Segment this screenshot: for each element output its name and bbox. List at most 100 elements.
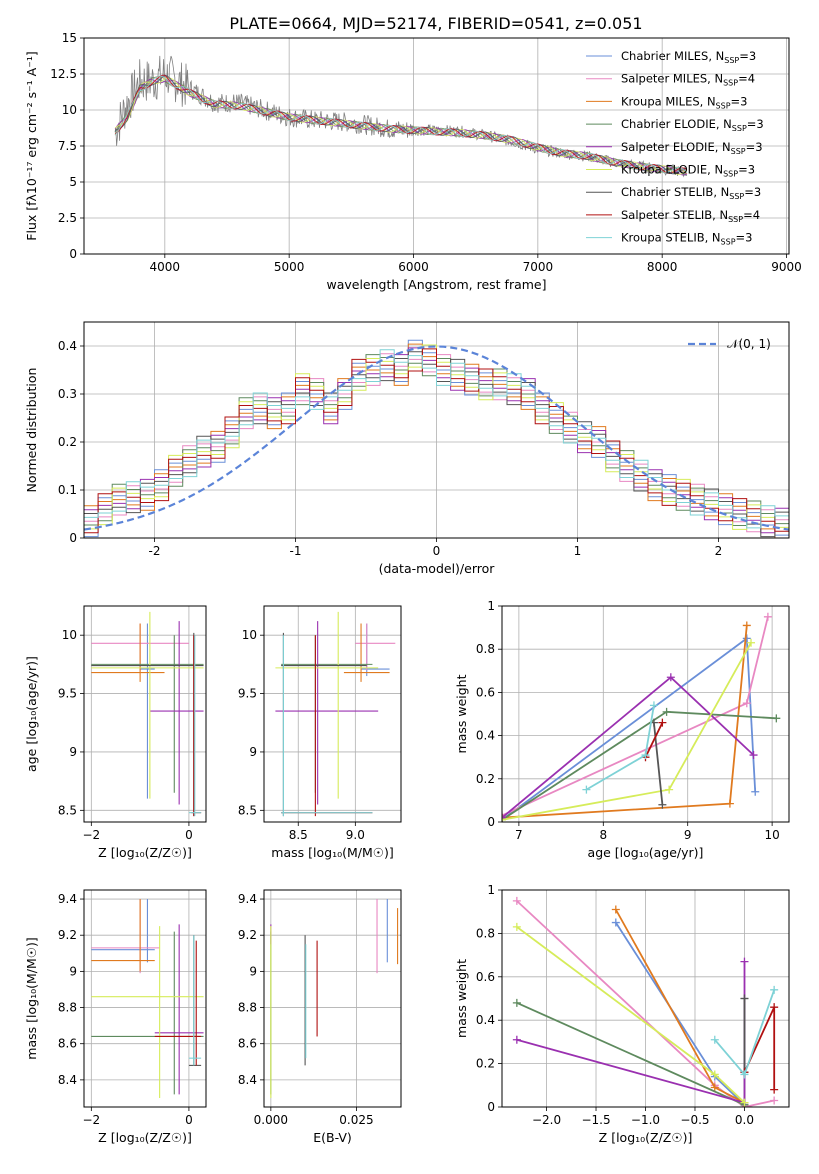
x-tick-label: 8000 — [647, 260, 678, 274]
y-tick-label: 8.6 — [238, 1037, 257, 1051]
legend-count: =3 — [731, 94, 748, 108]
x-axis-label: Z [log₁₀(Z/Z☉)] — [98, 1130, 192, 1145]
plot-area — [512, 896, 779, 1107]
legend-subscript: SSP — [723, 79, 738, 88]
y-tick-label: 9.5 — [238, 687, 257, 701]
y-tick-label: 9 — [69, 745, 77, 759]
mass-weight-marker — [512, 922, 521, 931]
legend-label: Kroupa ELODIE, NSSP=3 — [621, 163, 755, 179]
legend-subscript: SSP — [731, 147, 746, 156]
mass-weight-marker — [502, 813, 506, 822]
x-tick-label: 8.5 — [289, 828, 308, 842]
x-axis-label: (data-model)/error — [379, 561, 496, 576]
y-tick-label: 8.4 — [238, 1073, 257, 1087]
axes-frame — [83, 321, 790, 539]
x-tick-label: -1 — [290, 544, 302, 558]
legend-count: =3 — [736, 231, 753, 245]
y-axis-label: Flux [fλ10⁻¹⁷ erg cm⁻² s⁻¹ A⁻¹] — [24, 51, 39, 240]
y-tick-label: 0.4 — [476, 1013, 495, 1027]
plot-area — [270, 899, 399, 1098]
y-tick-label: 9.2 — [238, 928, 257, 942]
model-spectrum-line — [114, 74, 688, 175]
legend-count: =3 — [747, 117, 764, 131]
mass-weight-line — [743, 1006, 776, 1090]
legend-label: 𝒩(0, 1) — [727, 337, 771, 351]
legend-label: Salpeter STELIB, NSSP=4 — [621, 208, 760, 224]
y-tick-label: 0.8 — [476, 642, 495, 656]
x-tick-label: -2 — [149, 544, 161, 558]
mass-weight-line — [615, 909, 745, 1104]
mass-weight-line — [502, 625, 748, 819]
y-tick-label: 0.2 — [58, 435, 77, 449]
axes-frame — [501, 889, 790, 1108]
panel-mw_age: 7 8 9 10 0 0.2 0.4 0.6 0.8 1 age [log₁₀(age/yr)] ma… — [454, 599, 790, 860]
legend-label: Chabrier MILES, NSSP=3 — [621, 49, 756, 65]
y-tick-label: 10 — [62, 103, 77, 117]
mass-weight-marker — [512, 998, 521, 1007]
y-tick-label: 8.8 — [238, 1001, 257, 1015]
x-axis-label: mass [log₁₀(M/M☉)] — [271, 845, 393, 860]
x-tick-label: 9000 — [771, 260, 802, 274]
axes-frame — [83, 605, 207, 823]
legend-label: Kroupa MILES, NSSP=3 — [621, 94, 747, 110]
mass-weight-line — [516, 900, 775, 1107]
y-tick-label: 8.6 — [58, 1037, 77, 1051]
plot-area — [91, 611, 204, 817]
y-tick-label: 7.5 — [58, 139, 77, 153]
legend-subscript: SSP — [721, 238, 736, 247]
x-tick-label: 8 — [599, 828, 607, 842]
legend-count: =4 — [743, 208, 760, 222]
x-tick-label: 0.025 — [339, 1113, 373, 1127]
mass-weight-marker — [751, 787, 760, 796]
mass-weight-line — [644, 722, 664, 758]
mass-weight-marker — [502, 815, 506, 822]
legend-name: Kroupa MILES, N — [621, 94, 716, 108]
y-tick-label: 0.6 — [476, 970, 495, 984]
y-tick-label: 1 — [487, 883, 495, 897]
y-tick-label: 0.3 — [58, 387, 77, 401]
mass-weight-line — [502, 636, 757, 821]
y-tick-label: 8.5 — [58, 803, 77, 817]
y-tick-label: 8.5 — [238, 803, 257, 817]
plot-area — [91, 899, 204, 1098]
plot-area — [502, 612, 781, 822]
axes-frame — [501, 605, 790, 823]
mass-weight-marker — [658, 718, 667, 727]
mass-weight-line — [502, 710, 777, 821]
mass-weight-marker — [747, 638, 756, 647]
axes-frame — [83, 889, 207, 1108]
mass-weight-marker — [749, 751, 758, 760]
legend-name: Salpeter MILES, N — [621, 72, 723, 86]
x-tick-label: 0.000 — [254, 1113, 288, 1127]
legend-count: =3 — [744, 185, 761, 199]
legend-subscript: SSP — [724, 56, 739, 65]
plot-layer: 4000 5000 6000 7000 8000 900002.557.51012.515… — [24, 31, 802, 1145]
plot-area — [275, 611, 396, 817]
y-tick-label: 0 — [487, 1100, 495, 1114]
mass-weight-marker — [512, 1035, 521, 1044]
mass-weight-marker — [641, 751, 650, 760]
y-tick-label: 0.8 — [476, 926, 495, 940]
x-tick-label: 1 — [574, 544, 582, 558]
x-tick-label: 4000 — [150, 260, 181, 274]
y-tick-label: 0.2 — [476, 1057, 495, 1071]
panel-residuals: -2 -1 0 1 2 0 0.1 0.2 0.3 0.4 (data-model)/error No… — [24, 321, 790, 576]
panel-spectrum: 4000 5000 6000 7000 8000 9000 0 2.5 5 7.5 10 12.5 15… — [24, 31, 802, 292]
mass-weight-marker — [763, 612, 772, 621]
residual-histogram — [84, 348, 789, 534]
y-tick-label: 12.5 — [50, 67, 77, 81]
x-axis-label: Z [log₁₀(Z/Z☉)] — [98, 845, 192, 860]
y-tick-label: 8.8 — [58, 1001, 77, 1015]
legend: 𝒩(0, 1) — [688, 337, 771, 351]
y-tick-label: 2.5 — [58, 211, 77, 225]
x-tick-label: 7000 — [523, 260, 554, 274]
legend-subscript: SSP — [732, 124, 747, 133]
legend-subscript: SSP — [723, 170, 738, 179]
plot-area — [84, 339, 789, 538]
x-axis-label: wavelength [Angstrom, rest frame] — [326, 277, 546, 292]
axes-frame — [263, 605, 402, 823]
mass-weight-marker — [742, 634, 751, 643]
y-tick-label: 9.2 — [58, 928, 77, 942]
model-spectrum-line — [114, 75, 688, 174]
panel-mass_z: −2 0 8.4 8.6 8.8 9 9.2 9.4 Z [log₁₀(Z/Z☉)] mass [… — [24, 889, 207, 1145]
